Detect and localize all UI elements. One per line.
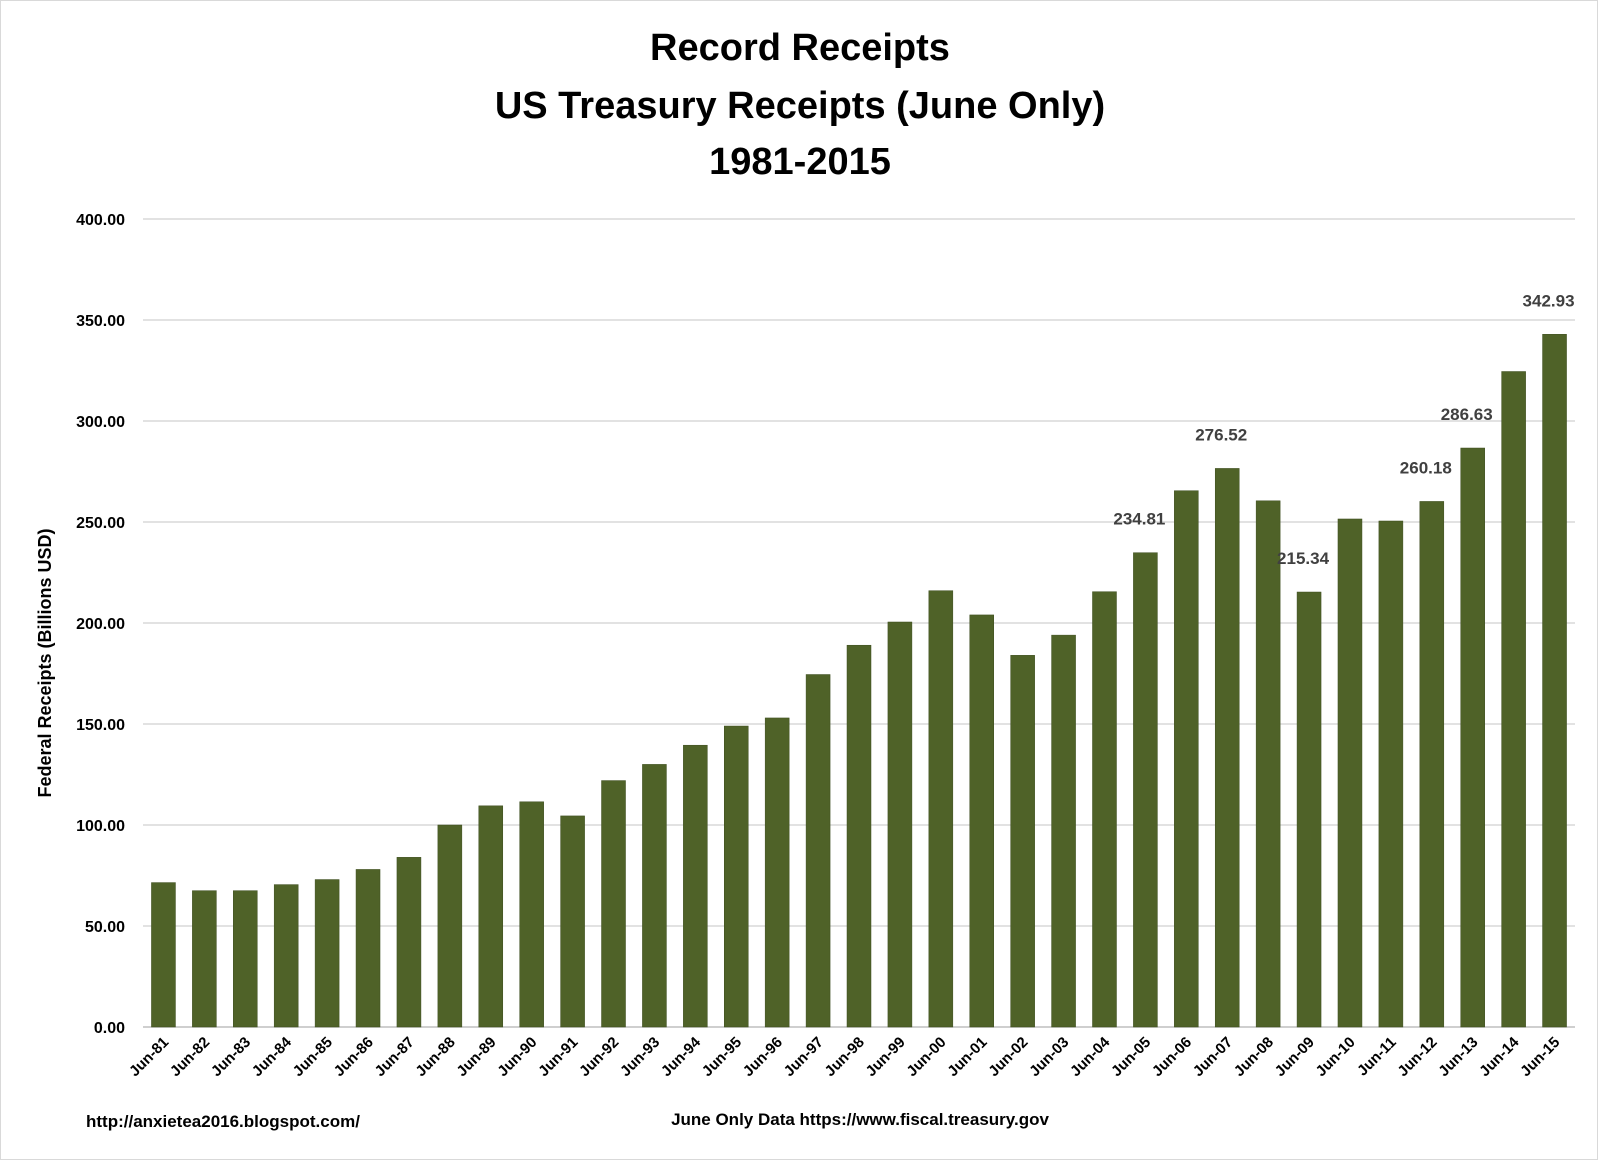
bar xyxy=(1337,518,1363,1028)
data-label: 276.52 xyxy=(1195,425,1247,444)
x-tick-label: Jun-86 xyxy=(331,1034,377,1080)
data-label: 215.34 xyxy=(1277,549,1330,568)
x-tick-label: Jun-95 xyxy=(699,1034,745,1080)
x-tick-label: Jun-13 xyxy=(1435,1034,1481,1080)
x-tick-label: Jun-94 xyxy=(658,1033,705,1080)
chart-title-line-3: 1981-2015 xyxy=(709,141,891,183)
x-tick-label: Jun-07 xyxy=(1190,1034,1236,1080)
data-label: 286.63 xyxy=(1441,405,1493,424)
x-tick-label: Jun-93 xyxy=(617,1034,663,1080)
x-tick-label: Jun-14 xyxy=(1476,1033,1523,1080)
x-tick-label: Jun-03 xyxy=(1026,1034,1072,1080)
x-tick-label: Jun-85 xyxy=(290,1034,336,1080)
x-tick-label: Jun-10 xyxy=(1313,1034,1359,1080)
bar xyxy=(724,725,749,1028)
bar xyxy=(437,824,463,1028)
x-tick-label: Jun-87 xyxy=(372,1034,418,1080)
bar xyxy=(478,805,504,1028)
bar xyxy=(1419,501,1445,1028)
bar xyxy=(273,884,299,1028)
bar xyxy=(601,780,626,1028)
x-tick-label: Jun-91 xyxy=(535,1034,581,1080)
data-label: 260.18 xyxy=(1400,458,1452,477)
chart-title-line-1: Record Receipts xyxy=(650,27,950,69)
x-tick-label: Jun-09 xyxy=(1272,1034,1318,1080)
bar xyxy=(764,717,790,1028)
y-tick-label: 300.00 xyxy=(76,414,125,431)
x-tick-label: Jun-92 xyxy=(576,1034,622,1080)
bar xyxy=(805,674,831,1028)
x-tick-label: Jun-08 xyxy=(1231,1034,1277,1080)
y-tick-label: 0.00 xyxy=(94,1020,125,1037)
bar xyxy=(887,621,913,1028)
bar xyxy=(1501,371,1526,1028)
x-tick-label: Jun-82 xyxy=(167,1034,213,1080)
bar xyxy=(1296,591,1322,1028)
bar xyxy=(969,614,994,1028)
x-tick-label: Jun-01 xyxy=(944,1034,990,1080)
y-tick-label: 50.00 xyxy=(85,919,125,936)
x-tick-label: Jun-88 xyxy=(412,1034,458,1080)
x-tick-label: Jun-12 xyxy=(1394,1034,1440,1080)
bar xyxy=(396,857,422,1028)
x-tick-label: Jun-99 xyxy=(863,1034,909,1080)
y-tick-label: 400.00 xyxy=(76,212,125,229)
x-tick-label: Jun-02 xyxy=(985,1034,1031,1080)
bar xyxy=(1133,552,1158,1028)
y-tick-label: 150.00 xyxy=(76,717,125,734)
bar xyxy=(560,815,585,1028)
bar xyxy=(1092,591,1117,1028)
x-tick-label: Jun-15 xyxy=(1517,1034,1563,1080)
bar xyxy=(519,801,544,1028)
x-tick-label: Jun-98 xyxy=(822,1034,868,1080)
x-tick-label: Jun-97 xyxy=(781,1034,827,1080)
bar xyxy=(683,744,708,1028)
bar xyxy=(1214,468,1240,1028)
source-url: http://anxietea2016.blogspot.com/ xyxy=(86,1112,360,1131)
bar xyxy=(1010,655,1035,1028)
bar xyxy=(642,764,667,1028)
bar xyxy=(355,869,381,1028)
x-tick-label: Jun-04 xyxy=(1067,1033,1114,1080)
x-tick-label: Jun-96 xyxy=(740,1034,786,1080)
bar xyxy=(1378,520,1404,1028)
bar xyxy=(1255,500,1281,1028)
y-tick-label: 200.00 xyxy=(76,616,125,633)
bar xyxy=(928,590,954,1028)
bar xyxy=(1051,634,1076,1028)
x-axis-title: June Only Data https://www.fiscal.treasu… xyxy=(671,1110,1049,1129)
bar xyxy=(1174,490,1199,1028)
chart-title-line-2: US Treasury Receipts (June Only) xyxy=(494,85,1106,127)
bar xyxy=(1542,334,1567,1028)
bar xyxy=(314,879,340,1028)
x-tick-label: Jun-81 xyxy=(126,1034,172,1080)
x-tick-label: Jun-05 xyxy=(1108,1034,1154,1080)
data-label: 234.81 xyxy=(1113,510,1165,529)
y-tick-label: 250.00 xyxy=(76,515,125,532)
x-tick-label: Jun-00 xyxy=(903,1034,949,1080)
x-tick-label: Jun-84 xyxy=(249,1033,296,1080)
data-label: 342.93 xyxy=(1523,291,1575,310)
bar xyxy=(1460,447,1485,1028)
x-tick-label: Jun-83 xyxy=(208,1034,254,1080)
bar xyxy=(233,890,258,1028)
bar xyxy=(846,644,872,1028)
y-tick-label: 350.00 xyxy=(76,313,125,330)
x-tick-label: Jun-89 xyxy=(453,1034,499,1080)
y-axis-title: Federal Receipts (Billions USD) xyxy=(35,528,55,797)
x-tick-label: Jun-11 xyxy=(1354,1034,1400,1080)
bar xyxy=(192,890,217,1028)
y-tick-label: 100.00 xyxy=(76,818,125,835)
x-tick-label: Jun-06 xyxy=(1149,1034,1195,1080)
x-tick-label: Jun-90 xyxy=(494,1034,540,1080)
bar xyxy=(151,882,176,1028)
